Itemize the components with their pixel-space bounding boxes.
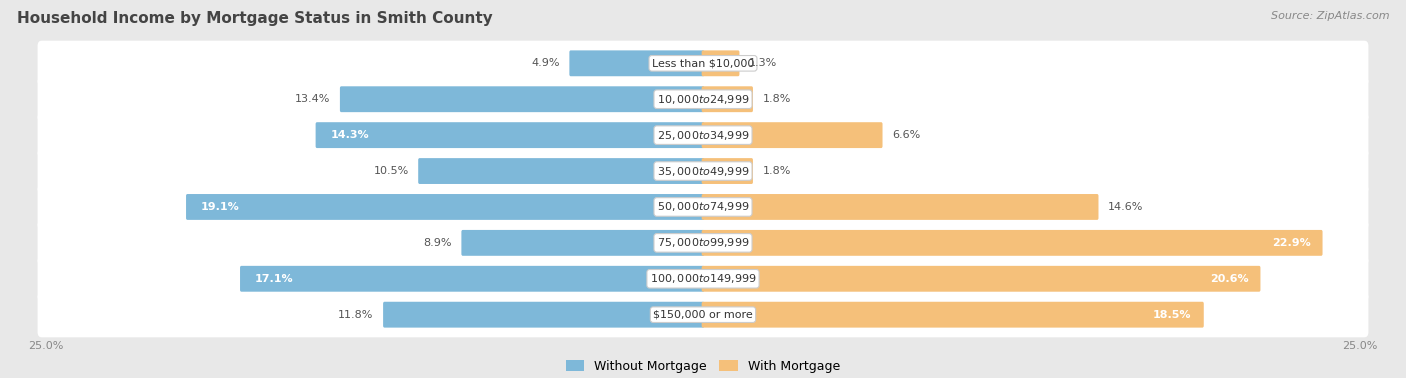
Text: 13.4%: 13.4% xyxy=(295,94,330,104)
Text: Source: ZipAtlas.com: Source: ZipAtlas.com xyxy=(1271,11,1389,21)
Text: 17.1%: 17.1% xyxy=(254,274,294,284)
FancyBboxPatch shape xyxy=(702,266,1260,292)
Text: 8.9%: 8.9% xyxy=(423,238,451,248)
FancyBboxPatch shape xyxy=(315,122,704,148)
Text: $10,000 to $24,999: $10,000 to $24,999 xyxy=(657,93,749,106)
FancyBboxPatch shape xyxy=(38,220,1368,265)
FancyBboxPatch shape xyxy=(569,50,704,76)
Text: $150,000 or more: $150,000 or more xyxy=(654,310,752,320)
Text: $75,000 to $99,999: $75,000 to $99,999 xyxy=(657,236,749,249)
Text: 1.3%: 1.3% xyxy=(749,58,778,68)
Text: $25,000 to $34,999: $25,000 to $34,999 xyxy=(657,129,749,142)
FancyBboxPatch shape xyxy=(38,184,1368,229)
FancyBboxPatch shape xyxy=(38,292,1368,337)
FancyBboxPatch shape xyxy=(38,41,1368,86)
Text: $100,000 to $149,999: $100,000 to $149,999 xyxy=(650,272,756,285)
FancyBboxPatch shape xyxy=(702,230,1323,256)
Text: Household Income by Mortgage Status in Smith County: Household Income by Mortgage Status in S… xyxy=(17,11,492,26)
FancyBboxPatch shape xyxy=(702,122,883,148)
FancyBboxPatch shape xyxy=(340,86,704,112)
Text: 6.6%: 6.6% xyxy=(891,130,920,140)
FancyBboxPatch shape xyxy=(702,158,754,184)
Text: 14.3%: 14.3% xyxy=(330,130,370,140)
Text: 25.0%: 25.0% xyxy=(1343,341,1378,350)
Text: 20.6%: 20.6% xyxy=(1209,274,1249,284)
FancyBboxPatch shape xyxy=(418,158,704,184)
FancyBboxPatch shape xyxy=(702,302,1204,328)
Text: 11.8%: 11.8% xyxy=(339,310,374,320)
Text: Less than $10,000: Less than $10,000 xyxy=(652,58,754,68)
Text: 14.6%: 14.6% xyxy=(1108,202,1143,212)
FancyBboxPatch shape xyxy=(702,194,1098,220)
Text: 4.9%: 4.9% xyxy=(531,58,560,68)
FancyBboxPatch shape xyxy=(38,256,1368,301)
Text: 18.5%: 18.5% xyxy=(1153,310,1192,320)
Text: 19.1%: 19.1% xyxy=(201,202,239,212)
FancyBboxPatch shape xyxy=(38,113,1368,158)
FancyBboxPatch shape xyxy=(382,302,704,328)
Text: $50,000 to $74,999: $50,000 to $74,999 xyxy=(657,200,749,214)
Legend: Without Mortgage, With Mortgage: Without Mortgage, With Mortgage xyxy=(561,355,845,378)
FancyBboxPatch shape xyxy=(240,266,704,292)
FancyBboxPatch shape xyxy=(702,86,754,112)
FancyBboxPatch shape xyxy=(461,230,704,256)
Text: $35,000 to $49,999: $35,000 to $49,999 xyxy=(657,164,749,178)
FancyBboxPatch shape xyxy=(38,149,1368,194)
Text: 1.8%: 1.8% xyxy=(762,166,790,176)
Text: 10.5%: 10.5% xyxy=(374,166,409,176)
Text: 25.0%: 25.0% xyxy=(28,341,63,350)
FancyBboxPatch shape xyxy=(38,77,1368,122)
Text: 1.8%: 1.8% xyxy=(762,94,790,104)
Text: 22.9%: 22.9% xyxy=(1271,238,1310,248)
FancyBboxPatch shape xyxy=(702,50,740,76)
FancyBboxPatch shape xyxy=(186,194,704,220)
